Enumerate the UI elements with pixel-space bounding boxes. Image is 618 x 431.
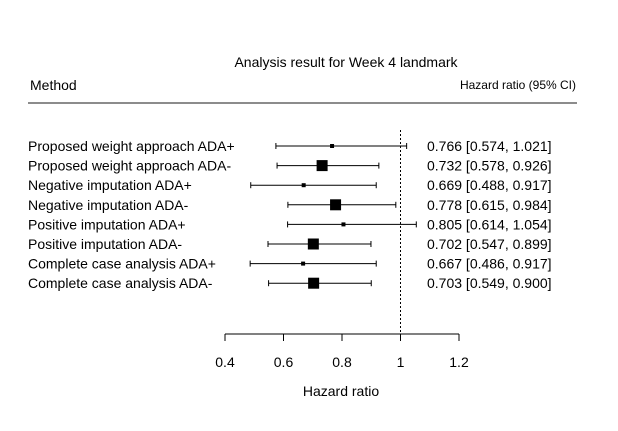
row-label: Proposed weight approach ADA- [28, 158, 231, 174]
point-estimate-marker [330, 144, 335, 148]
forest-row: Positive imputation ADA- 0.702 [0.547, 0.… [28, 236, 552, 252]
row-label: Negative imputation ADA- [28, 197, 189, 213]
row-estimate-text: 0.766 [0.574, 1.021] [427, 138, 552, 154]
forest-row: Proposed weight approach ADA+ 0.766 [0.57… [28, 138, 552, 154]
row-estimate-text: 0.702 [0.547, 0.899] [427, 236, 552, 252]
point-estimate-marker [341, 222, 346, 227]
x-tick-label: 0.4 [215, 354, 235, 370]
x-axis: 0.4 0.6 0.8 1 1.2 [215, 333, 469, 370]
point-estimate-marker [301, 183, 306, 188]
point-estimate-marker [316, 160, 328, 172]
forest-rows: Proposed weight approach ADA+ 0.766 [0.57… [28, 138, 552, 291]
forest-row: Complete case analysis ADA+ 0.667 [0.486,… [28, 256, 552, 272]
point-estimate-marker [307, 238, 319, 250]
x-tick-label: 1.2 [449, 354, 469, 370]
x-tick-label: 0.6 [274, 354, 294, 370]
chart-title: Analysis result for Week 4 landmark [234, 54, 458, 70]
point-estimate-marker [330, 199, 342, 211]
row-label: Proposed weight approach ADA+ [28, 138, 235, 154]
x-tick-label: 1 [397, 354, 405, 370]
row-estimate-text: 0.805 [0.614, 1.054] [427, 216, 552, 232]
method-column-header: Method [30, 77, 77, 93]
forest-row: Proposed weight approach ADA- 0.732 [0.57… [28, 158, 552, 174]
row-estimate-text: 0.703 [0.549, 0.900] [427, 275, 552, 291]
row-estimate-text: 0.667 [0.486, 0.917] [427, 256, 552, 272]
x-axis-label: Hazard ratio [303, 383, 379, 399]
row-label: Complete case analysis ADA+ [28, 256, 216, 272]
row-estimate-text: 0.732 [0.578, 0.926] [427, 158, 552, 174]
x-tick-label: 0.8 [332, 354, 352, 370]
row-label: Positive imputation ADA- [28, 236, 182, 252]
row-estimate-text: 0.778 [0.615, 0.984] [427, 197, 552, 213]
hazard-ratio-column-header: Hazard ratio (95% CI) [460, 78, 576, 92]
row-estimate-text: 0.669 [0.488, 0.917] [427, 177, 552, 193]
point-estimate-marker [308, 277, 320, 289]
forest-row: Positive imputation ADA+ 0.805 [0.614, 1.… [28, 216, 552, 232]
forest-row: Negative imputation ADA+ 0.669 [0.488, 0.… [28, 177, 552, 193]
row-label: Positive imputation ADA+ [28, 216, 186, 232]
row-label: Complete case analysis ADA- [28, 275, 213, 291]
row-label: Negative imputation ADA+ [28, 177, 192, 193]
forest-row: Complete case analysis ADA- 0.703 [0.549,… [28, 275, 552, 291]
point-estimate-marker [301, 261, 306, 266]
forest-row: Negative imputation ADA- 0.778 [0.615, 0.… [28, 197, 552, 213]
